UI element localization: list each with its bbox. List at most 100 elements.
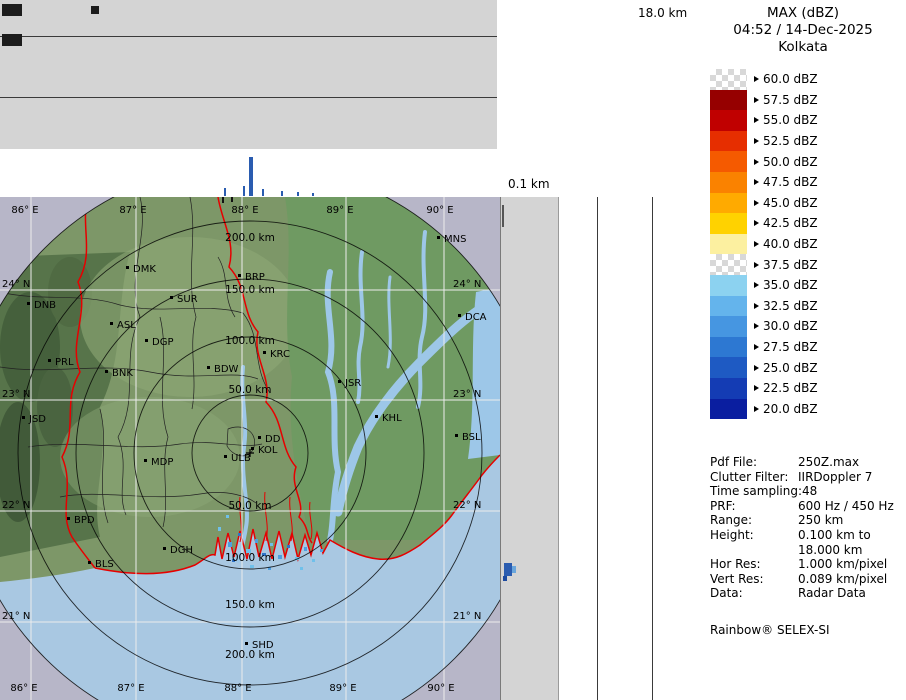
info-row: Pdf File: 250Z.max bbox=[710, 455, 904, 470]
info-label: Vert Res: bbox=[710, 571, 764, 586]
legend-item: 22.5 dBZ bbox=[710, 377, 818, 399]
legend-swatch bbox=[710, 192, 747, 214]
radar-site-marker bbox=[246, 449, 254, 457]
red-boundaries bbox=[61, 197, 500, 575]
legend-label: 45.0 dBZ bbox=[763, 195, 818, 210]
info-label: Pdf File: bbox=[710, 455, 758, 469]
legend-arrow-icon bbox=[754, 385, 759, 392]
top-profile-panel bbox=[0, 0, 497, 149]
legend-item: 60.0 dBZ bbox=[710, 69, 818, 90]
station-label: BPD bbox=[74, 515, 95, 526]
info-label: PRF: bbox=[710, 498, 736, 513]
legend-swatch bbox=[710, 336, 747, 358]
station-label: BSL bbox=[462, 432, 481, 443]
legend-label: 42.5 dBZ bbox=[763, 216, 818, 231]
lon-label: 86° E bbox=[11, 205, 38, 216]
legend-item: 32.5 dBZ bbox=[710, 295, 818, 317]
legend-swatch bbox=[710, 151, 747, 172]
info-value: 48 bbox=[802, 484, 818, 499]
legend-swatch bbox=[710, 89, 747, 111]
station-label: DD bbox=[265, 434, 281, 445]
station-label: JSD bbox=[28, 414, 46, 425]
legend-item: 47.5 dBZ bbox=[710, 171, 818, 193]
ring-label: 150.0 km bbox=[225, 599, 275, 611]
legend-label: 57.5 dBZ bbox=[763, 92, 818, 107]
info-row: Range: 250 km bbox=[710, 513, 904, 528]
legend-item: 37.5 dBZ bbox=[710, 254, 818, 275]
info-value: 0.100 km to 18.000 km bbox=[798, 527, 871, 557]
legend-arrow-icon bbox=[754, 76, 759, 83]
radar-echoes bbox=[218, 515, 323, 570]
ring-label: 200.0 km bbox=[225, 232, 275, 244]
echo-column bbox=[503, 576, 507, 581]
legend-swatch bbox=[710, 213, 747, 234]
legend-swatch bbox=[710, 130, 747, 152]
legend-label: 32.5 dBZ bbox=[763, 298, 818, 313]
legend-label: 60.0 dBZ bbox=[763, 72, 818, 87]
ring-label: 100.0 km bbox=[225, 552, 275, 564]
legend-label: 50.0 dBZ bbox=[763, 154, 818, 169]
product-datetime: 04:52 / 14-Dec-2025 bbox=[733, 22, 873, 38]
right-profile-panel bbox=[500, 197, 559, 700]
lat-label: 21° N bbox=[2, 611, 30, 622]
legend-item: 42.5 dBZ bbox=[710, 213, 818, 234]
station-label: PRL bbox=[55, 357, 74, 368]
ring-label: 50.0 km bbox=[228, 500, 271, 512]
lon-label: 86° E bbox=[10, 683, 37, 694]
legend-item: 50.0 dBZ bbox=[710, 151, 818, 172]
echo-column bbox=[512, 566, 516, 573]
range-rings bbox=[0, 197, 500, 700]
legend-arrow-icon bbox=[754, 344, 759, 351]
echo-column bbox=[504, 563, 512, 576]
sea-area bbox=[0, 455, 500, 700]
lat-label: 24° N bbox=[453, 279, 481, 290]
lat-label: 22° N bbox=[453, 500, 481, 511]
brand-label: Rainbow® SELEX-SI bbox=[710, 623, 830, 637]
station-label: BRP bbox=[245, 272, 265, 283]
info-row: Time sampling: 48 bbox=[710, 484, 904, 499]
legend-arrow-icon bbox=[754, 138, 759, 145]
legend-arrow-icon bbox=[754, 241, 759, 248]
station-label: KHL bbox=[382, 413, 402, 424]
legend-arrow-icon bbox=[754, 282, 759, 289]
legend: 60.0 dBZ 57.5 dBZ 55.0 dBZ 52.5 dBZ 50.0 dBZ… bbox=[710, 69, 818, 420]
legend-arrow-icon bbox=[754, 179, 759, 186]
info-row: Clutter Filter: IIRDoppler 7 bbox=[710, 470, 904, 485]
info-value: Radar Data bbox=[798, 586, 866, 601]
legend-item: 35.0 dBZ bbox=[710, 274, 818, 296]
profile-mark bbox=[502, 205, 504, 227]
info-value: 250 km bbox=[798, 513, 844, 528]
legend-item: 30.0 dBZ bbox=[710, 316, 818, 337]
lon-label: 89° E bbox=[326, 205, 353, 216]
station-label: DGH bbox=[170, 545, 193, 556]
district-boundaries bbox=[0, 197, 271, 528]
info-panel: Pdf File: 250Z.max Clutter Filter: IIRDoppl… bbox=[710, 455, 904, 601]
title-block: MAX (dBZ) 04:52 / 14-Dec-2025 Kolkata bbox=[700, 5, 906, 56]
info-row: PRF: 600 Hz / 450 Hz bbox=[710, 499, 904, 514]
lon-label: 87° E bbox=[117, 683, 144, 694]
echo-column bbox=[262, 189, 264, 196]
height-max-label: 18.0 km bbox=[638, 6, 688, 20]
station-label: JSR bbox=[344, 378, 361, 389]
lon-label: 87° E bbox=[119, 205, 146, 216]
legend-label: 30.0 dBZ bbox=[763, 319, 818, 334]
info-value: 250Z.max bbox=[798, 455, 860, 469]
legend-label: 35.0 dBZ bbox=[763, 278, 818, 293]
info-row: Data: Radar Data bbox=[710, 586, 904, 601]
legend-arrow-icon bbox=[754, 364, 759, 371]
station-label: SUR bbox=[177, 294, 198, 305]
legend-label: 25.0 dBZ bbox=[763, 360, 818, 375]
info-value: IIRDoppler 7 bbox=[798, 469, 873, 484]
legend-item: 45.0 dBZ bbox=[710, 192, 818, 214]
station-label: BDW bbox=[214, 364, 239, 375]
profile-mark bbox=[2, 34, 22, 46]
legend-label: 37.5 dBZ bbox=[763, 257, 818, 272]
legend-swatch bbox=[710, 377, 747, 399]
lon-label: 88° E bbox=[231, 205, 258, 216]
station-label: KRC bbox=[270, 349, 290, 360]
info-row: Vert Res: 0.089 km/pixel bbox=[710, 572, 904, 587]
legend-arrow-icon bbox=[754, 405, 759, 412]
legend-item: 52.5 dBZ bbox=[710, 130, 818, 152]
station-label: KOL bbox=[258, 445, 278, 456]
legend-swatch bbox=[710, 295, 747, 317]
